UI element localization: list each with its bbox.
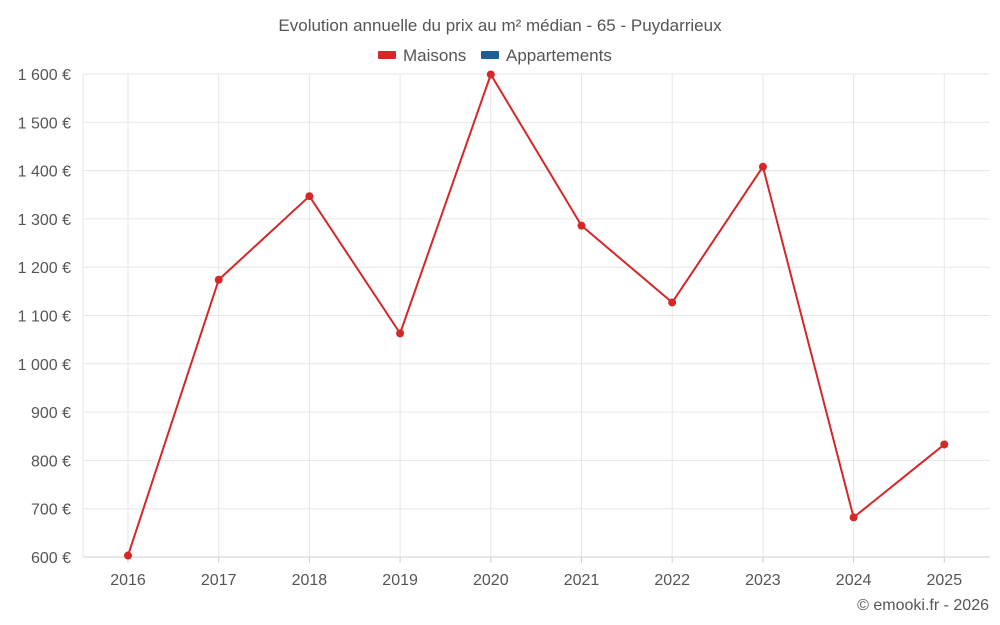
x-tick-label: 2025 (927, 572, 963, 589)
y-tick-label: 1 100 € (18, 309, 71, 326)
y-tick-label: 1 300 € (18, 212, 71, 229)
x-axis: 2016 2017 2018 2019 2020 2021 2022 2023 2024 2025 (110, 557, 962, 589)
y-tick-label: 800 € (31, 453, 71, 470)
y-tick-label: 600 € (31, 550, 71, 567)
y-axis: 600 € 700 € 800 € 900 € 1 000 € 1 100 € 1 200 … (18, 67, 71, 567)
legend-label-appartements: Appartements (506, 46, 612, 65)
data-point-maisons-2018[interactable] (305, 192, 314, 201)
x-tick-label: 2022 (654, 572, 690, 589)
legend-label-maisons: Maisons (403, 46, 466, 65)
legend-swatch-maisons (378, 51, 396, 59)
x-tick-label: 2016 (110, 572, 146, 589)
grid (82, 73, 990, 558)
y-tick-label: 700 € (31, 502, 71, 519)
chart-title: Evolution annuelle du prix au m² médian … (278, 16, 722, 35)
y-tick-label: 1 200 € (18, 260, 71, 277)
x-tick-label: 2019 (382, 572, 418, 589)
legend-swatch-appartements (481, 51, 499, 59)
y-tick-label: 1 500 € (18, 115, 71, 132)
data-point-maisons-2020[interactable] (486, 70, 495, 79)
legend-item-appartements[interactable]: Appartements (481, 46, 612, 65)
x-tick-label: 2021 (564, 572, 600, 589)
series-line-maisons (127, 73, 945, 556)
series-maisons (124, 70, 949, 560)
y-tick-label: 1 400 € (18, 164, 71, 181)
y-tick-label: 900 € (31, 405, 71, 422)
data-point-maisons-2021[interactable] (577, 221, 586, 230)
data-point-maisons-2022[interactable] (668, 298, 677, 307)
x-tick-label: 2024 (836, 572, 872, 589)
data-point-maisons-2016[interactable] (124, 551, 132, 560)
x-tick-label: 2023 (745, 572, 781, 589)
data-point-maisons-2019[interactable] (396, 329, 405, 338)
y-tick-label: 1 000 € (18, 357, 71, 374)
legend-item-maisons[interactable]: Maisons (378, 46, 466, 65)
legend: Maisons Appartements (378, 46, 612, 65)
x-tick-label: 2018 (292, 572, 328, 589)
data-point-maisons-2017[interactable] (214, 275, 223, 284)
data-point-maisons-2025[interactable] (940, 440, 949, 449)
x-tick-label: 2020 (473, 572, 509, 589)
data-point-maisons-2023[interactable] (758, 162, 767, 171)
data-point-maisons-2024[interactable] (849, 513, 858, 522)
x-tick-label: 2017 (201, 572, 237, 589)
credit-text: © emooki.fr - 2026 (857, 597, 989, 614)
y-tick-label: 1 600 € (18, 67, 71, 84)
